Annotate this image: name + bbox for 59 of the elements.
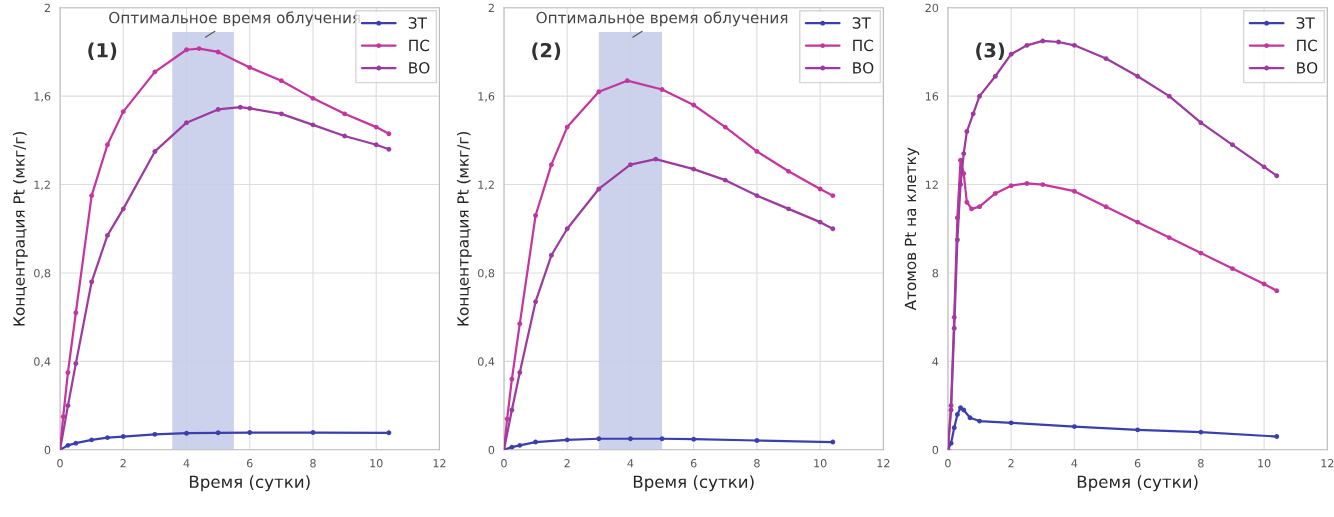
legend-label: ВО <box>853 62 874 74</box>
legend-label: ВО <box>409 62 430 74</box>
y-tick-label: 4 <box>932 357 939 366</box>
y-tick-label: 1,2 <box>478 180 494 191</box>
x-tick-label: 8 <box>310 459 316 468</box>
band-label: Оптимальное время облучения <box>536 11 788 27</box>
y-tick-label: 0 <box>488 445 495 455</box>
legend-label: ВО <box>1297 62 1318 74</box>
x-tick-label: 4 <box>1071 459 1078 468</box>
legend-label: ЗТ <box>408 17 427 29</box>
y-tick-label: 16 <box>925 92 939 101</box>
y-tick-label: 1,2 <box>34 180 50 191</box>
legend-label: ЗТ <box>852 17 871 29</box>
y-tick-label: 0,8 <box>478 268 495 279</box>
y-tick-label: 2 <box>44 3 50 12</box>
x-tick-label: 8 <box>1198 459 1204 468</box>
x-axis-title: Время (сутки) <box>189 475 310 492</box>
y-tick-label: 0,4 <box>478 357 495 367</box>
y-tick-label: 0 <box>44 445 51 455</box>
legend-label: ПС <box>853 39 874 52</box>
x-tick-label: 12 <box>877 459 890 468</box>
x-tick-label: 2 <box>120 459 126 468</box>
y-tick-label: 20 <box>925 3 939 13</box>
x-tick-label: 2 <box>1008 459 1014 468</box>
y-axis-title: Концентрация Pt (мкг/г) <box>13 131 28 326</box>
y-tick-label: 1,6 <box>478 92 495 102</box>
x-tick-label: 0 <box>501 459 507 468</box>
y-tick-label: 8 <box>932 268 939 278</box>
y-axis-title: Атомов Pt на клетку <box>904 147 920 311</box>
y-tick-label: 2 <box>488 3 494 12</box>
x-tick-label: 12 <box>1321 459 1334 468</box>
x-tick-label: 10 <box>1258 459 1271 468</box>
x-tick-label: 10 <box>814 459 827 468</box>
y-tick-label: 0,4 <box>34 357 51 367</box>
x-tick-label: 10 <box>370 459 383 468</box>
x-tick-label: 0 <box>945 459 951 468</box>
legend-label: ПС <box>409 39 430 52</box>
y-tick-label: 1,6 <box>34 92 51 102</box>
x-tick-label: 4 <box>627 459 634 468</box>
annotation: (2) <box>532 42 561 60</box>
x-tick-label: 6 <box>690 459 697 468</box>
x-axis-title: Время (сутки) <box>1077 475 1198 492</box>
x-tick-label: 8 <box>754 459 760 468</box>
annotation: (3) <box>976 42 1005 60</box>
x-axis-title: Время (сутки) <box>633 475 754 492</box>
x-tick-label: 6 <box>1134 459 1141 468</box>
x-tick-label: 12 <box>433 459 446 468</box>
y-tick-label: 0 <box>932 445 939 455</box>
x-tick-label: 0 <box>57 459 63 468</box>
legend-label: ЗТ <box>1296 17 1315 29</box>
annotation: (1) <box>88 42 117 60</box>
x-tick-label: 2 <box>564 459 570 468</box>
y-axis-title: Концентрация Pt (мкг/г) <box>456 131 472 326</box>
y-tick-label: 12 <box>925 180 938 189</box>
x-tick-label: 6 <box>246 459 253 468</box>
band-label: Оптимальное время облучения <box>109 11 360 27</box>
legend-label: ПС <box>1297 39 1317 52</box>
y-tick-label: 0,8 <box>34 268 51 279</box>
x-tick-label: 4 <box>183 459 190 468</box>
